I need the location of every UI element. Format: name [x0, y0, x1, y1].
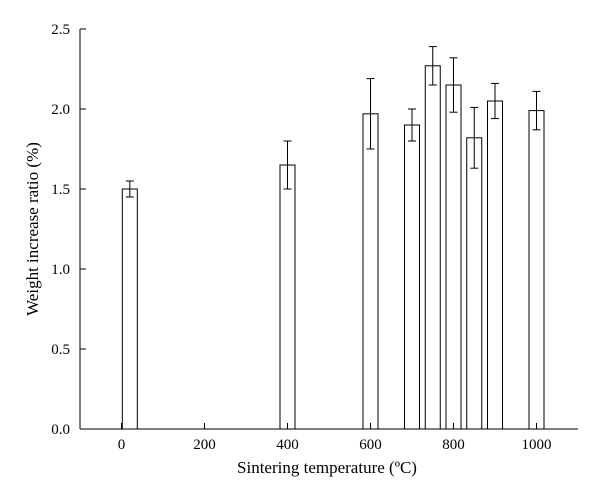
x-tick-label-2: 400 [276, 437, 299, 453]
bar-7 [487, 100, 503, 430]
bar-3 [404, 124, 420, 430]
y-tick-label-1: 0.5 [51, 342, 70, 358]
bar-1 [279, 164, 296, 430]
error-bar-6 [470, 106, 479, 169]
bar-0 [121, 188, 138, 430]
error-bar-4 [428, 46, 437, 86]
bar-2 [362, 113, 379, 430]
error-bar-8 [532, 90, 541, 131]
bar-8 [528, 110, 545, 430]
bar-6 [466, 137, 483, 430]
y-axis-label: Weight increase ratio (%) [23, 142, 42, 316]
y-tick-label-0: 0.0 [51, 422, 70, 438]
x-axis-label: Sintering temperature (ºC) [237, 458, 417, 477]
error-bar-2 [366, 78, 375, 150]
x-tick-label-0: 0 [118, 437, 126, 453]
y-tick-label-2: 1.0 [51, 262, 70, 278]
y-tick-label-3: 1.5 [51, 182, 70, 198]
error-bar-0 [125, 180, 134, 198]
y-tick-label-5: 2.5 [51, 22, 70, 38]
bar-4 [424, 65, 441, 430]
error-bar-3 [408, 108, 416, 142]
bar-5 [445, 84, 462, 430]
x-tick-label-4: 800 [442, 437, 465, 453]
x-tick-label-5: 1000 [522, 437, 552, 453]
axes-layer: 0.0 0.5 1.0 1.5 2.0 2.5 0 200 400 600 800 1000 [51, 22, 578, 453]
error-bar-1 [283, 140, 292, 190]
error-bar-7 [491, 82, 499, 120]
x-tick-label-1: 200 [193, 437, 216, 453]
bars-layer [121, 46, 545, 430]
x-tick-label-3: 600 [359, 437, 382, 453]
y-tick-label-4: 2.0 [51, 102, 70, 118]
error-bar-5 [449, 57, 458, 113]
